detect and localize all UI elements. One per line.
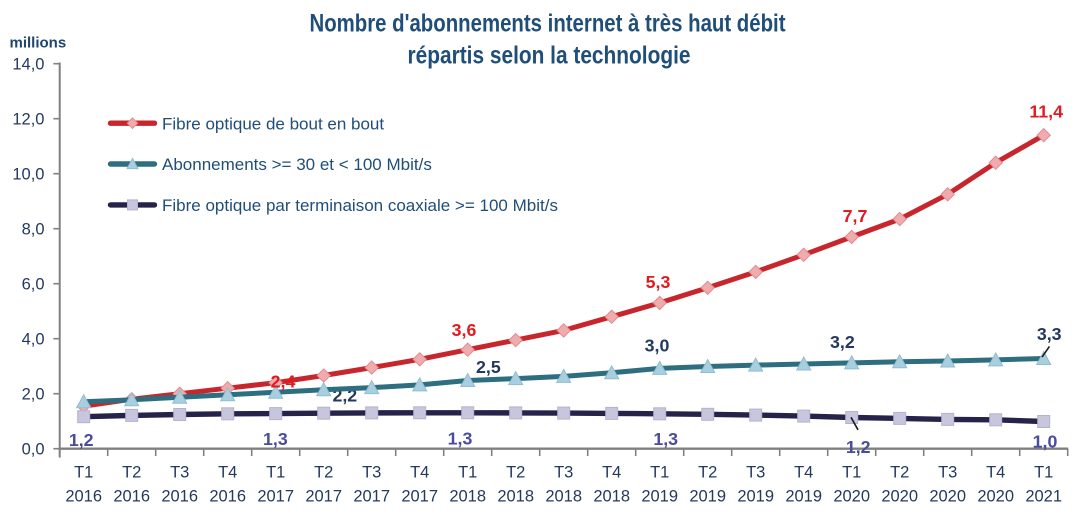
svg-text:T3: T3	[938, 463, 957, 481]
svg-text:2020: 2020	[977, 487, 1014, 505]
svg-text:T2: T2	[122, 463, 141, 481]
svg-text:1,3: 1,3	[263, 429, 288, 449]
svg-text:3,2: 3,2	[830, 332, 855, 352]
svg-text:5,3: 5,3	[646, 272, 671, 292]
svg-text:2017: 2017	[353, 487, 390, 505]
svg-text:7,7: 7,7	[843, 206, 868, 226]
svg-text:T4: T4	[986, 463, 1005, 481]
svg-text:T1: T1	[266, 463, 285, 481]
svg-text:2020: 2020	[881, 487, 918, 505]
svg-text:T1: T1	[458, 463, 477, 481]
svg-text:2019: 2019	[737, 487, 774, 505]
svg-text:2019: 2019	[785, 487, 822, 505]
svg-text:2017: 2017	[257, 487, 294, 505]
svg-text:T2: T2	[698, 463, 717, 481]
svg-text:2020: 2020	[929, 487, 966, 505]
svg-text:T4: T4	[410, 463, 429, 481]
svg-text:2016: 2016	[65, 487, 102, 505]
svg-text:T1: T1	[74, 463, 93, 481]
svg-text:3,3: 3,3	[1037, 324, 1062, 344]
svg-text:2017: 2017	[401, 487, 438, 505]
svg-text:3,6: 3,6	[452, 320, 477, 340]
svg-text:T3: T3	[170, 463, 189, 481]
svg-text:0,0: 0,0	[22, 441, 45, 459]
svg-text:T4: T4	[602, 463, 621, 481]
svg-text:Fibre optique de bout en bout: Fibre optique de bout en bout	[162, 114, 384, 133]
svg-text:2016: 2016	[161, 487, 198, 505]
svg-text:2018: 2018	[593, 487, 630, 505]
svg-text:2019: 2019	[689, 487, 726, 505]
svg-text:6,0: 6,0	[22, 276, 45, 294]
svg-text:1,0: 1,0	[1033, 431, 1058, 451]
svg-text:2018: 2018	[497, 487, 534, 505]
svg-text:1,2: 1,2	[69, 430, 94, 450]
svg-text:T2: T2	[314, 463, 333, 481]
svg-text:2019: 2019	[641, 487, 678, 505]
svg-text:1,2: 1,2	[846, 437, 871, 457]
svg-text:2,5: 2,5	[476, 357, 501, 377]
svg-text:8,0: 8,0	[22, 221, 45, 239]
svg-text:2,4: 2,4	[271, 372, 296, 392]
svg-text:T1: T1	[842, 463, 861, 481]
svg-text:2018: 2018	[545, 487, 582, 505]
svg-text:14,0: 14,0	[12, 56, 44, 74]
svg-text:T3: T3	[554, 463, 573, 481]
svg-text:répartis selon la technologie: répartis selon la technologie	[408, 41, 691, 69]
svg-text:T3: T3	[362, 463, 381, 481]
svg-text:1,3: 1,3	[653, 429, 678, 449]
svg-text:2017: 2017	[305, 487, 342, 505]
svg-text:Abonnements >= 30 et < 100 Mbi: Abonnements >= 30 et < 100 Mbit/s	[162, 155, 432, 174]
svg-text:4,0: 4,0	[22, 331, 45, 349]
svg-text:2021: 2021	[1025, 487, 1062, 505]
svg-text:11,4: 11,4	[1029, 101, 1063, 121]
svg-text:millions: millions	[10, 35, 67, 52]
svg-text:12,0: 12,0	[12, 111, 44, 129]
svg-text:T4: T4	[218, 463, 237, 481]
svg-text:T4: T4	[794, 463, 813, 481]
svg-text:2016: 2016	[113, 487, 150, 505]
svg-text:Fibre optique par terminaison: Fibre optique par terminaison coaxiale >…	[162, 196, 558, 215]
svg-text:T2: T2	[890, 463, 909, 481]
svg-text:1,3: 1,3	[448, 429, 473, 449]
svg-text:2020: 2020	[833, 487, 870, 505]
svg-text:T1: T1	[650, 463, 669, 481]
svg-text:2018: 2018	[449, 487, 486, 505]
svg-text:2016: 2016	[209, 487, 246, 505]
svg-text:3,0: 3,0	[645, 336, 670, 356]
svg-text:2,0: 2,0	[22, 386, 45, 404]
svg-text:T1: T1	[1034, 463, 1053, 481]
svg-text:T3: T3	[746, 463, 765, 481]
svg-text:Nombre d'abonnements internet: Nombre d'abonnements internet à très hau…	[310, 10, 787, 38]
svg-text:10,0: 10,0	[12, 166, 44, 184]
svg-text:T2: T2	[506, 463, 525, 481]
